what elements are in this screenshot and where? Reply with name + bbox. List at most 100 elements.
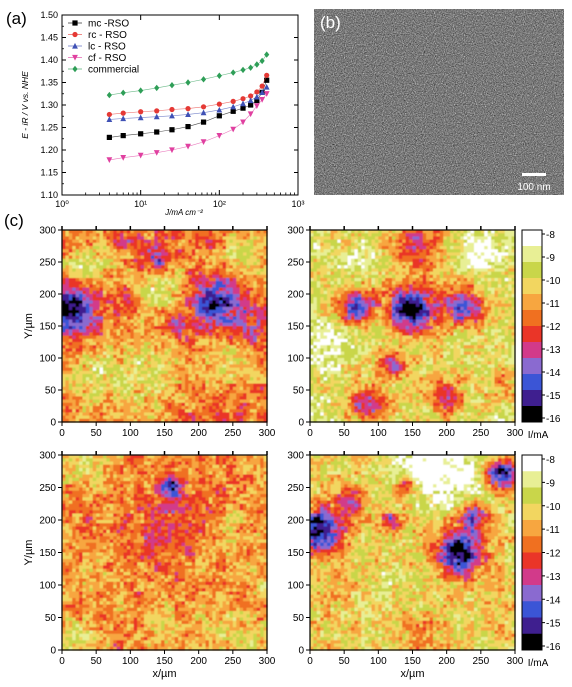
map-cell <box>188 393 193 397</box>
map-cell <box>96 390 101 394</box>
map-cell <box>147 303 152 308</box>
map-cell <box>340 258 345 263</box>
map-cell <box>185 290 189 295</box>
map-cell <box>246 393 251 397</box>
map-cell <box>103 242 107 247</box>
map-cell <box>79 364 83 369</box>
map-cell <box>239 396 244 401</box>
map-cell <box>222 268 227 273</box>
map-cell <box>130 361 135 365</box>
map-cell <box>130 297 135 301</box>
map-cell <box>243 284 247 289</box>
map-cell <box>68 351 73 356</box>
map-cell <box>208 284 213 289</box>
map-cell <box>208 300 213 305</box>
map-cell <box>150 367 155 372</box>
map-cell <box>191 255 196 260</box>
map-cell <box>161 306 165 311</box>
map-cell <box>351 370 355 375</box>
map-cell <box>205 409 210 413</box>
map-cell <box>198 367 203 372</box>
map-cell <box>195 313 200 317</box>
map-cell <box>219 252 224 257</box>
map-cell <box>195 287 200 292</box>
map-cell <box>236 402 241 407</box>
map-cell <box>263 418 268 423</box>
map-cell <box>154 393 159 397</box>
map-cell <box>89 278 94 282</box>
map-cell <box>212 377 217 381</box>
map-cell <box>89 412 94 417</box>
map-cell <box>65 348 70 353</box>
map-cell <box>113 377 118 381</box>
map-cell <box>351 364 355 369</box>
map-cell <box>239 278 244 282</box>
map-cell <box>82 342 87 346</box>
map-cell <box>120 348 124 353</box>
map-cell <box>195 236 200 241</box>
map-cell <box>215 242 220 247</box>
map-cell <box>72 383 77 388</box>
map-cell <box>371 374 376 378</box>
map-cell <box>327 252 331 257</box>
map-cell <box>243 380 247 385</box>
map-cell <box>243 294 247 298</box>
data-point <box>137 114 144 121</box>
map-cell <box>133 329 138 333</box>
map-cell <box>313 348 318 353</box>
map-cell <box>65 246 70 250</box>
map-cell <box>357 348 362 353</box>
map-cell <box>195 338 200 343</box>
map-cell <box>357 310 362 314</box>
map-cell <box>222 233 227 237</box>
map-cell <box>256 319 261 324</box>
data-point <box>138 109 144 115</box>
map-cell <box>191 287 196 292</box>
map-cell <box>246 390 251 394</box>
map-cell <box>344 348 349 353</box>
map-cell <box>202 290 206 295</box>
map-cell <box>351 402 355 407</box>
map-cell <box>150 265 155 269</box>
map-cell <box>215 383 220 388</box>
map-cell <box>260 393 265 397</box>
map-cell <box>232 284 237 289</box>
map-cell <box>130 415 135 420</box>
map-cell <box>99 402 104 407</box>
map-cell <box>222 329 227 333</box>
map-cell <box>260 242 265 247</box>
map-cell <box>96 377 101 381</box>
map-cell <box>188 239 193 244</box>
map-cell <box>174 402 179 407</box>
map-cell <box>150 396 155 401</box>
map-cell <box>226 374 230 378</box>
map-cell <box>327 236 331 241</box>
map-cell <box>330 230 335 234</box>
map-cell <box>205 374 210 378</box>
map-cell <box>205 329 210 333</box>
map-cell <box>144 255 148 260</box>
map-cell <box>361 271 366 276</box>
map-cell <box>232 281 237 285</box>
map-cell <box>344 249 349 253</box>
y-tick-label: 100 <box>39 354 56 365</box>
map-cell <box>72 415 77 420</box>
map-cell <box>130 306 135 311</box>
map-cell <box>126 406 131 410</box>
map-cell <box>260 265 265 269</box>
map-cell <box>249 322 254 327</box>
map-cell <box>79 329 83 333</box>
map-cell <box>126 418 131 423</box>
map-cell <box>147 409 152 413</box>
map-cell <box>205 233 210 237</box>
map-cell <box>137 399 142 404</box>
map-cell <box>89 399 94 404</box>
map-cell <box>249 412 254 417</box>
map-cell <box>361 306 366 311</box>
map-cell <box>123 303 128 308</box>
map-cell <box>188 300 193 305</box>
map-cell <box>96 358 101 362</box>
map-cell <box>65 370 70 375</box>
map-cell <box>368 367 372 372</box>
map-cell <box>185 348 189 353</box>
